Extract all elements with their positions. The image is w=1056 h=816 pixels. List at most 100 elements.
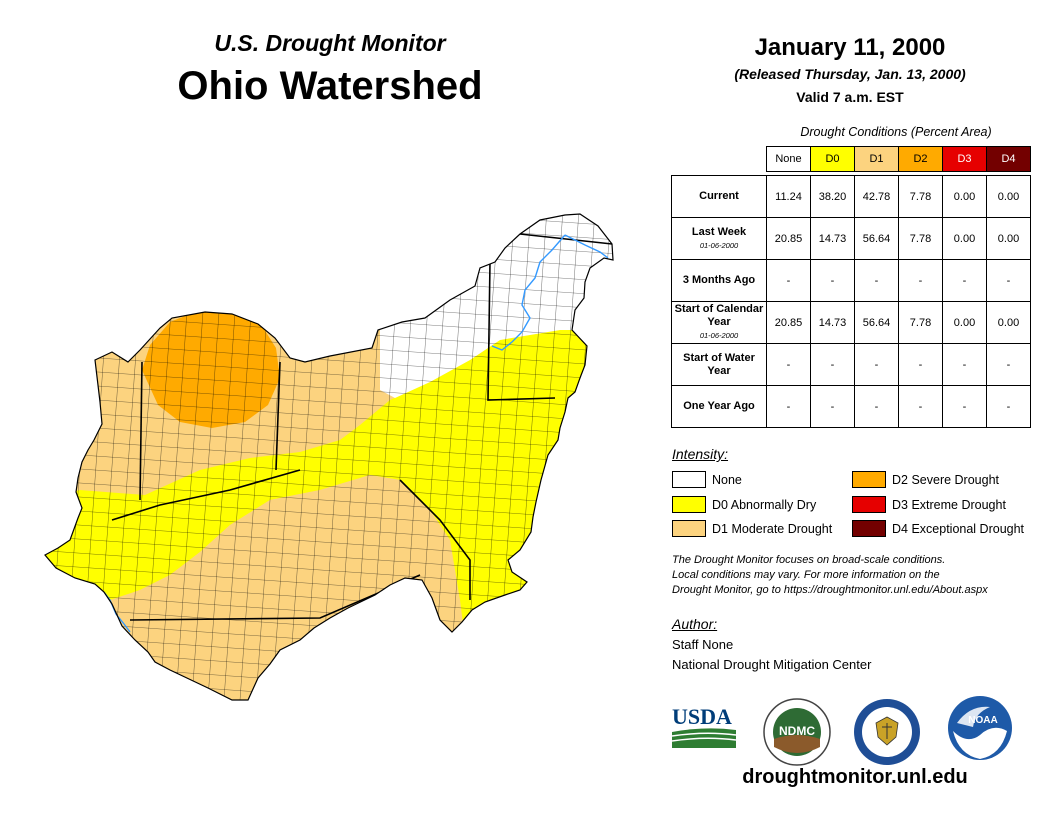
legend-heading: Intensity: — [672, 446, 729, 462]
legend-swatch — [672, 471, 706, 488]
table-cell: 20.85 — [766, 301, 811, 344]
noaa-logo: NOAA — [948, 696, 1012, 760]
table-cell: 14.73 — [810, 301, 855, 344]
legend-swatch — [672, 520, 706, 537]
table-cell: 20.85 — [766, 217, 811, 260]
legend-label: D4 Exceptional Drought — [892, 521, 1025, 536]
table-cell: 0.00 — [986, 217, 1031, 260]
legend-item-d3: D3 Extreme Drought — [852, 496, 1006, 513]
legend-swatch — [852, 471, 886, 488]
table-header-row: None D0 D1 D2 D3 D4 — [672, 146, 1031, 172]
legend-swatch — [852, 520, 886, 537]
table-cell: - — [766, 385, 811, 428]
usda-logo: USDA — [671, 704, 737, 748]
row-label: Current — [671, 175, 767, 218]
row-label-text: 3 Months Ago — [682, 274, 756, 286]
table-cell: 0.00 — [986, 175, 1031, 218]
row-label-date: 01-06-2000 — [699, 331, 739, 340]
state-boundaries — [111, 233, 613, 621]
row-label-text: Current — [699, 190, 739, 202]
row-label-date: 01-06-2000 — [699, 240, 739, 250]
commerce-seal — [854, 699, 920, 765]
row-label: Last Week 01-06-2000 — [671, 217, 767, 260]
legend-label: None — [712, 472, 742, 487]
row-label-text: One Year Ago — [683, 400, 755, 412]
author-name: Staff None — [672, 637, 734, 652]
table-cell: - — [986, 259, 1031, 302]
table-row: Start of Calendar Year 01-06-2000 20.85 14.… — [671, 301, 1031, 344]
table-cell: - — [942, 385, 987, 428]
drought-stats-table: None D0 D1 D2 D3 D4 Current 11.24 38.20 42.… — [671, 146, 1031, 428]
row-label: Start of Calendar Year 01-06-2000 — [671, 301, 767, 344]
legend-label: D0 Abnormally Dry — [712, 497, 817, 512]
table-cell: 0.00 — [942, 175, 987, 218]
col-header-d0: D0 — [810, 146, 855, 172]
table-cell: 7.78 — [898, 175, 943, 218]
legend-swatch — [852, 496, 886, 513]
ohio-watershed-map — [44, 213, 614, 701]
county-boundaries — [45, 214, 613, 700]
table-row: Current 11.24 38.20 42.78 7.78 0.00 0.00 — [671, 175, 1031, 218]
table-cell: 42.78 — [854, 175, 899, 218]
note-line: Local conditions may vary. For more info… — [672, 569, 940, 581]
website-url[interactable]: droughtmonitor.unl.edu — [742, 766, 968, 788]
table-cell: 7.78 — [898, 301, 943, 344]
river — [491, 234, 609, 351]
table-cell: - — [810, 259, 855, 302]
legend-item-d1: D1 Moderate Drought — [672, 520, 832, 537]
table-cell: - — [766, 259, 811, 302]
table-cell: - — [898, 385, 943, 428]
row-label-text: Start of Water Year — [683, 351, 755, 377]
noaa-logo-text: NOAA — [968, 715, 997, 726]
author-heading: Author: — [672, 616, 718, 632]
col-header-d4: D4 — [986, 146, 1031, 172]
table-cell: - — [854, 385, 899, 428]
table-cell: - — [854, 343, 899, 386]
release-date: (Released Thursday, Jan. 13, 2000) — [734, 66, 966, 82]
note-line: Drought Monitor, go to https://droughtmo… — [672, 584, 988, 596]
row-label: Start of Water Year — [671, 343, 767, 386]
legend-item-d4: D4 Exceptional Drought — [852, 520, 1024, 537]
col-header-d2: D2 — [898, 146, 943, 172]
table-cell: - — [986, 343, 1031, 386]
table-row: 3 Months Ago - - - - - - — [671, 259, 1031, 302]
table-cell: 56.64 — [854, 217, 899, 260]
table-caption: Drought Conditions (Percent Area) — [800, 125, 992, 139]
valid-time: Valid 7 a.m. EST — [796, 89, 904, 105]
table-cell: - — [854, 259, 899, 302]
legend-item-none: None — [672, 471, 742, 488]
table-cell: 11.24 — [766, 175, 811, 218]
disclaimer-note: The Drought Monitor focuses on broad-sca… — [672, 553, 1052, 598]
table-cell: - — [766, 343, 811, 386]
table-cell: - — [942, 343, 987, 386]
legend-item-d0: D0 Abnormally Dry — [672, 496, 816, 513]
row-label-text: Start of Calendar Year — [674, 303, 764, 328]
col-header-d1: D1 — [854, 146, 899, 172]
table-cell: - — [986, 385, 1031, 428]
table-cell: 0.00 — [986, 301, 1031, 344]
table-row: Last Week 01-06-2000 20.85 14.73 56.64 7.78 0.… — [671, 217, 1031, 260]
legend-label: D3 Extreme Drought — [892, 497, 1006, 512]
row-label: One Year Ago — [671, 385, 767, 428]
ndmc-logo-text: NDMC — [779, 724, 815, 738]
col-header-none: None — [766, 146, 811, 172]
table-row: One Year Ago - - - - - - — [671, 385, 1031, 428]
table-cell: 0.00 — [942, 217, 987, 260]
row-label-text: Last Week — [691, 225, 747, 238]
table-cell: - — [898, 343, 943, 386]
table-cell: - — [810, 343, 855, 386]
table-row: Start of Water Year - - - - - - — [671, 343, 1031, 386]
legend-label: D1 Moderate Drought — [712, 521, 833, 536]
table-cell: - — [942, 259, 987, 302]
usda-logo-text: USDA — [672, 704, 732, 729]
row-label: 3 Months Ago — [671, 259, 767, 302]
table-cell: 7.78 — [898, 217, 943, 260]
table-cell: - — [898, 259, 943, 302]
author-org: National Drought Mitigation Center — [672, 657, 872, 672]
map-subtitle: U.S. Drought Monitor — [214, 30, 446, 56]
table-cell: - — [810, 385, 855, 428]
col-header-d3: D3 — [942, 146, 987, 172]
watershed-outline — [44, 213, 614, 701]
table-cell: 38.20 — [810, 175, 855, 218]
map-date: January 11, 2000 — [754, 34, 946, 61]
